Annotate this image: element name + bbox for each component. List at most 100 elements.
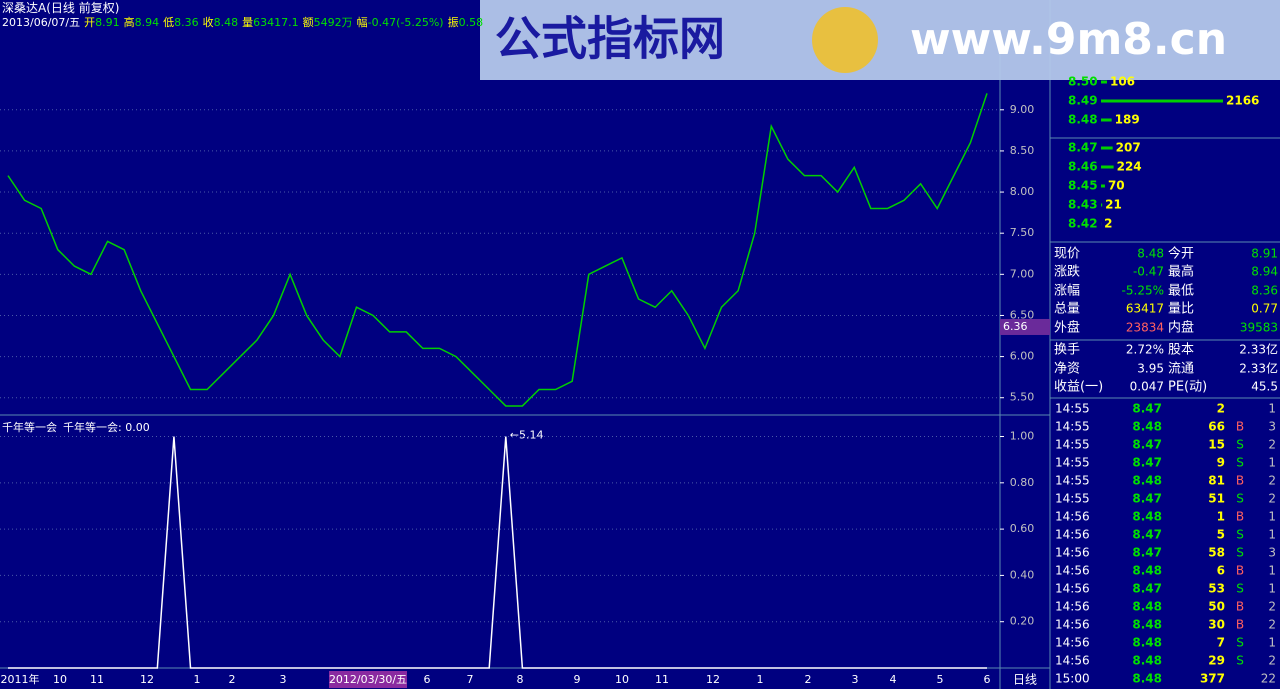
x-tick-label: 6 bbox=[424, 673, 431, 686]
watermark-banner bbox=[480, 0, 1280, 80]
trade-count: 22 bbox=[1261, 672, 1276, 686]
info-label: 高 bbox=[124, 15, 135, 29]
quote-value: 45.5 bbox=[1251, 380, 1278, 394]
order-price: 8.47 bbox=[1068, 141, 1098, 155]
indicator-value: 千年等一会: 0.00 bbox=[63, 420, 150, 434]
x-tick-label: 3 bbox=[280, 673, 287, 686]
trade-count: 2 bbox=[1268, 618, 1276, 632]
trade-price: 8.47 bbox=[1132, 582, 1162, 596]
trade-side: B bbox=[1236, 618, 1244, 632]
trade-volume: 30 bbox=[1208, 618, 1225, 632]
order-bar bbox=[1101, 184, 1105, 188]
y-tick-label: 7.00 bbox=[1010, 267, 1035, 280]
quote-value: 8.91 bbox=[1251, 247, 1278, 261]
trade-count: 1 bbox=[1268, 564, 1276, 578]
trade-price: 8.47 bbox=[1132, 492, 1162, 506]
quote-value: 2.33亿 bbox=[1239, 342, 1278, 357]
info-label: 开 bbox=[84, 16, 95, 29]
quote-label: 最低 bbox=[1168, 284, 1194, 299]
y-tick-label: 5.50 bbox=[1010, 391, 1035, 404]
order-bar bbox=[1101, 165, 1114, 169]
y-tick-label: 7.50 bbox=[1010, 226, 1035, 239]
quote-label: 今开 bbox=[1168, 246, 1194, 262]
trade-side: S bbox=[1236, 438, 1244, 452]
info-value: 8.36 bbox=[174, 16, 199, 29]
y-tick-label: 0.60 bbox=[1010, 522, 1035, 535]
trade-time: 14:56 bbox=[1055, 636, 1090, 650]
trade-count: 3 bbox=[1268, 546, 1276, 560]
y-tick-label: 6.50 bbox=[1010, 308, 1035, 321]
info-label: 幅 bbox=[357, 16, 368, 29]
trade-count: 2 bbox=[1268, 438, 1276, 452]
watermark-title: 公式指标网 bbox=[495, 12, 725, 66]
info-value: 5492万 bbox=[314, 16, 353, 29]
quote-value: 39583 bbox=[1240, 321, 1278, 335]
order-bar bbox=[1101, 80, 1107, 84]
order-bar bbox=[1101, 146, 1113, 150]
trade-volume: 377 bbox=[1200, 672, 1225, 686]
trade-count: 1 bbox=[1268, 456, 1276, 470]
quote-value: 63417 bbox=[1126, 302, 1164, 316]
trade-side: S bbox=[1236, 456, 1244, 470]
trade-volume: 15 bbox=[1208, 438, 1225, 452]
trade-price: 8.48 bbox=[1132, 636, 1162, 650]
quote-value: 0.77 bbox=[1251, 302, 1278, 316]
x-tick-label: 6 bbox=[984, 673, 991, 686]
period-label: 日线 bbox=[1013, 673, 1037, 687]
period-note: (日线 前复权) bbox=[46, 0, 119, 15]
x-tick-label: 1 bbox=[757, 673, 764, 686]
trade-price: 8.47 bbox=[1132, 402, 1162, 416]
trade-volume: 81 bbox=[1208, 474, 1225, 488]
trade-side: S bbox=[1236, 492, 1244, 506]
trade-count: 1 bbox=[1268, 636, 1276, 650]
price-marker: 6.36 bbox=[1003, 320, 1028, 333]
quote-label: 外盘 bbox=[1054, 320, 1080, 336]
trade-volume: 29 bbox=[1208, 654, 1225, 668]
x-tick-label: 3 bbox=[852, 673, 859, 686]
quote-label: 内盘 bbox=[1168, 320, 1194, 336]
trade-volume: 58 bbox=[1208, 546, 1225, 560]
x-tick-label: 5 bbox=[937, 673, 944, 686]
trade-time: 14:56 bbox=[1055, 582, 1090, 596]
watermark-url: www.9m8.cn bbox=[910, 14, 1227, 65]
trade-count: 2 bbox=[1268, 654, 1276, 668]
trade-volume: 1 bbox=[1217, 510, 1225, 524]
order-volume: 2166 bbox=[1226, 94, 1259, 108]
x-tick-label: 11 bbox=[655, 673, 669, 686]
trade-volume: 7 bbox=[1217, 636, 1225, 650]
info-value: 0.58 bbox=[459, 16, 484, 29]
quote-label: 净资 bbox=[1054, 362, 1080, 377]
y-tick-label: 9.00 bbox=[1010, 103, 1035, 116]
order-price: 8.43 bbox=[1068, 198, 1098, 212]
trade-time: 14:55 bbox=[1055, 438, 1090, 452]
trade-price: 8.47 bbox=[1132, 438, 1162, 452]
trade-side: B bbox=[1236, 510, 1244, 524]
price-marker-bg bbox=[1000, 318, 1050, 335]
trade-volume: 6 bbox=[1217, 564, 1225, 578]
info-label: 额 bbox=[303, 16, 314, 29]
trade-time: 14:56 bbox=[1055, 546, 1090, 560]
trade-time: 14:56 bbox=[1055, 564, 1090, 578]
trade-price: 8.48 bbox=[1132, 564, 1162, 578]
quote-value: 0.047 bbox=[1130, 380, 1164, 394]
low-annotation: ←5.14 bbox=[510, 428, 544, 441]
trade-volume: 50 bbox=[1208, 600, 1225, 614]
order-volume: 70 bbox=[1108, 179, 1125, 193]
order-price: 8.48 bbox=[1068, 113, 1098, 127]
price-line bbox=[7, 93, 988, 407]
trade-time: 14:55 bbox=[1055, 492, 1090, 506]
y-tick-label: 8.00 bbox=[1010, 185, 1035, 198]
trade-price: 8.48 bbox=[1132, 420, 1162, 434]
chart-title: 深桑达A(日线 前复权) bbox=[2, 0, 119, 15]
quote-value: 8.36 bbox=[1251, 284, 1278, 298]
trade-time: 14:55 bbox=[1055, 420, 1090, 434]
indicator-title: 千年等一会 千年等一会: 0.00 bbox=[2, 420, 150, 434]
info-label: 低 bbox=[163, 16, 174, 29]
quote-label: PE(动) bbox=[1168, 380, 1207, 395]
quote-label: 现价 bbox=[1054, 247, 1080, 262]
quote-label: 涨跌 bbox=[1054, 264, 1080, 280]
date-highlight bbox=[329, 671, 407, 688]
trade-volume: 53 bbox=[1208, 582, 1225, 596]
x-tick-label: 2012/03/30/五 bbox=[329, 673, 407, 686]
order-price: 8.49 bbox=[1068, 94, 1098, 108]
